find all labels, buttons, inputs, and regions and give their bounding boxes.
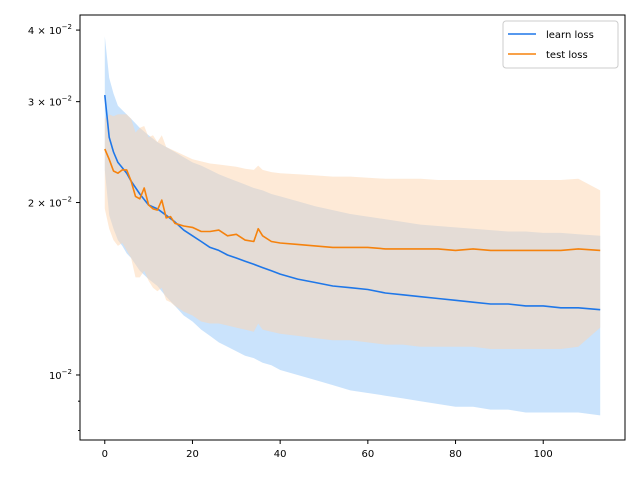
x-tick-label: 80 — [449, 449, 462, 460]
x-tick-label: 20 — [186, 449, 199, 460]
line-learn-loss — [104, 95, 601, 311]
legend-box — [502, 20, 619, 69]
legend-label: test loss — [546, 50, 588, 61]
x-tick-label: 40 — [274, 449, 287, 460]
band-test-loss — [104, 114, 601, 350]
y-tick-label: 2 × 10−2 — [28, 196, 72, 210]
y-tick-label: 4 × 10−2 — [28, 23, 72, 37]
legend-label: learn loss — [546, 30, 594, 41]
x-axis: 0 20 40 60 80 100 — [102, 440, 553, 460]
y-axis: 4 × 10−2 3 × 10−2 2 × 10−2 10−2 — [28, 23, 80, 431]
plot-frame — [79, 14, 626, 441]
x-tick-label: 60 — [361, 449, 374, 460]
line-test-loss — [104, 148, 601, 252]
x-tick-label: 100 — [534, 449, 553, 460]
x-tick-label: 0 — [102, 449, 108, 460]
legend: learn loss test loss — [502, 20, 619, 69]
y-tick-label: 10−2 — [49, 368, 72, 382]
confidence-bands — [104, 36, 601, 416]
series-lines — [104, 95, 601, 311]
y-tick-label: 3 × 10−2 — [28, 95, 72, 109]
